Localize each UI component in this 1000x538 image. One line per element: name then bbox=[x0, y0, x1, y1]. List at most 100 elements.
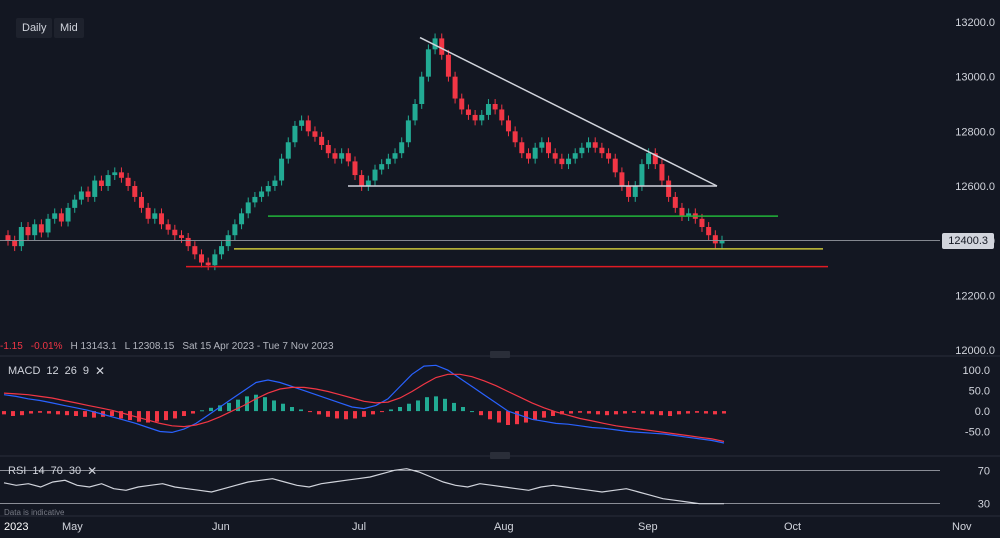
candle-body bbox=[579, 147, 585, 154]
macd-tick-label: 0.0 bbox=[975, 406, 990, 418]
candle-body bbox=[525, 153, 531, 159]
macd-histogram-bar bbox=[173, 411, 177, 419]
macd-histogram-bar bbox=[488, 411, 492, 420]
mid-button[interactable]: Mid bbox=[54, 18, 84, 38]
candle-body bbox=[626, 186, 632, 197]
high-value: H 13143.1 bbox=[70, 341, 117, 352]
macd-histogram-bar bbox=[515, 411, 519, 425]
rsi-line bbox=[3, 468, 724, 505]
candle-body bbox=[205, 262, 211, 266]
daily-button[interactable]: Daily bbox=[16, 18, 53, 38]
macd-tick-label: 50.0 bbox=[969, 386, 990, 398]
macd-histogram-bar bbox=[362, 411, 366, 417]
macd-histogram-bar bbox=[452, 402, 456, 412]
candle-body bbox=[706, 227, 712, 236]
candle-body bbox=[592, 142, 598, 148]
macd-histogram-bar bbox=[380, 411, 384, 413]
macd-histogram-bar bbox=[551, 411, 555, 416]
candle-body bbox=[586, 142, 592, 148]
macd-histogram-bar bbox=[290, 407, 294, 412]
macd-histogram-bar bbox=[164, 411, 168, 421]
macd-histogram-bar bbox=[497, 411, 501, 423]
candle-body bbox=[232, 224, 238, 236]
disclaimer: Data is indicative bbox=[4, 508, 65, 517]
candle-body bbox=[639, 164, 645, 186]
y-tick-label: 12000.0 bbox=[955, 345, 995, 357]
candle-body bbox=[419, 76, 425, 104]
candle-body bbox=[45, 218, 51, 233]
macd-histogram-bar bbox=[371, 411, 375, 415]
candle-body bbox=[212, 254, 218, 266]
candle-body bbox=[252, 196, 258, 203]
macd-histogram-bar bbox=[209, 407, 213, 412]
macd-name: MACD bbox=[8, 365, 41, 377]
candle-body bbox=[572, 153, 578, 159]
x-tick-label: May bbox=[62, 521, 83, 533]
macd-histogram-bar bbox=[110, 411, 114, 416]
macd-signal-line bbox=[3, 373, 725, 442]
macd-histogram-bar bbox=[389, 409, 393, 412]
candle-body bbox=[546, 142, 552, 154]
candle-body bbox=[272, 180, 278, 186]
macd-histogram-bar bbox=[200, 410, 204, 412]
candle-body bbox=[172, 229, 178, 236]
macd-histogram-bar bbox=[650, 411, 654, 415]
close-icon[interactable]: ✕ bbox=[87, 464, 98, 478]
macd-histogram-bar bbox=[560, 411, 564, 415]
candle-body bbox=[265, 186, 271, 192]
candle-body bbox=[606, 153, 612, 159]
candle-body bbox=[652, 153, 658, 165]
date-range: Sat 15 Apr 2023 - Tue 7 Nov 2023 bbox=[182, 341, 334, 352]
macd-histogram-bar bbox=[2, 411, 6, 415]
candle-body bbox=[405, 120, 411, 143]
candle-body bbox=[18, 227, 24, 247]
rsi-param-length: 14 bbox=[32, 465, 45, 477]
close-icon[interactable]: ✕ bbox=[95, 364, 106, 378]
candle-body bbox=[65, 207, 71, 222]
rsi-label: RSI 14 70 30 ✕ bbox=[8, 464, 97, 478]
candle-body bbox=[132, 186, 138, 197]
macd-histogram-bar bbox=[407, 403, 411, 412]
macd-histogram-bar bbox=[695, 411, 699, 413]
candle-body bbox=[659, 164, 665, 181]
x-tick-label: Aug bbox=[494, 521, 514, 533]
candle-body bbox=[599, 147, 605, 154]
macd-histogram-bar bbox=[506, 411, 510, 425]
rsi-param-upper: 70 bbox=[50, 465, 63, 477]
candle-body bbox=[539, 142, 545, 148]
candle-body bbox=[412, 104, 418, 121]
candle-body bbox=[25, 227, 31, 236]
candle-body bbox=[519, 142, 525, 154]
pane-resize-handle[interactable] bbox=[490, 452, 510, 459]
rsi-param-lower: 30 bbox=[68, 465, 82, 477]
macd-histogram-bar bbox=[569, 411, 573, 414]
candle-body bbox=[359, 175, 365, 186]
macd-param-fast: 12 bbox=[46, 365, 59, 377]
candle-body bbox=[259, 191, 265, 197]
macd-histogram-bar bbox=[587, 411, 591, 414]
macd-histogram-bar bbox=[11, 411, 15, 416]
candle-body bbox=[365, 180, 371, 186]
macd-histogram-bar bbox=[38, 411, 42, 413]
candle-body bbox=[58, 213, 64, 222]
macd-histogram-bar bbox=[191, 411, 195, 414]
macd-histogram-bar bbox=[542, 411, 546, 418]
pane-resize-handle[interactable] bbox=[490, 351, 510, 358]
candle-body bbox=[192, 246, 198, 255]
candle-body bbox=[285, 142, 291, 159]
candle-body bbox=[38, 224, 44, 233]
candle-body bbox=[399, 142, 405, 154]
last-price-badge: 12400.3 bbox=[942, 233, 994, 249]
candle-body bbox=[5, 235, 11, 241]
candle-body bbox=[445, 54, 451, 77]
candle-body bbox=[178, 235, 184, 238]
candle-body bbox=[632, 186, 638, 197]
candle-body bbox=[465, 109, 471, 115]
candle-body bbox=[432, 38, 438, 50]
macd-histogram-bar bbox=[299, 409, 303, 412]
low-value: L 12308.15 bbox=[124, 341, 175, 352]
macd-histogram-bar bbox=[281, 403, 285, 412]
macd-histogram-bar bbox=[470, 411, 474, 413]
x-tick-label: Nov bbox=[952, 521, 972, 533]
